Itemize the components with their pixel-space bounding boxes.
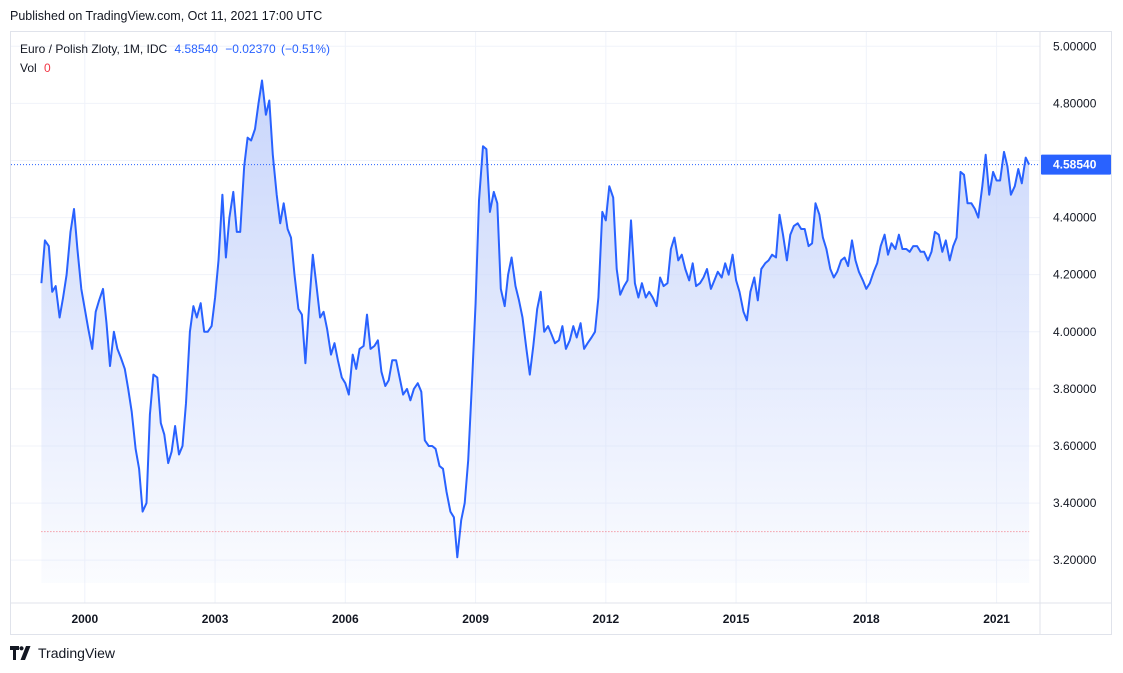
x-tick-label: 2006 (332, 612, 359, 626)
chart-frame (10, 31, 1112, 635)
x-tick-label: 2003 (202, 612, 229, 626)
price-line-layer (40, 79, 1030, 559)
legend-change-pct: (−0.51%) (280, 42, 330, 56)
x-tick-label: 2015 (723, 612, 750, 626)
price-badge (1041, 154, 1111, 175)
y-tick-label: 4.00000 (1053, 325, 1097, 339)
y-axis: 3.20000 3.40000 3.60000 3.80000 4.00000 4.200… (1039, 32, 1097, 634)
tradingview-logo-icon (10, 646, 31, 660)
legend-vol-label[interactable]: Vol (20, 61, 37, 75)
legend-vol-value: 0 (44, 61, 51, 75)
legend-last-price: 4.58540 (174, 42, 218, 56)
y-tick-label: 3.40000 (1053, 496, 1097, 510)
price-badge-label: 4.58540 (1053, 158, 1097, 172)
y-tick-label: 3.80000 (1053, 382, 1097, 396)
reference-lines (11, 164, 1040, 533)
y-tick-label: 5.00000 (1053, 39, 1097, 53)
x-tick-label: 2000 (71, 612, 98, 626)
published-caption: Published on TradingView.com, Oct 11, 20… (10, 9, 323, 23)
x-tick-label: 2021 (983, 612, 1010, 626)
x-axis: 2000 2003 2006 2009 2012 2015 2018 2021 (11, 602, 1111, 626)
tradingview-brand[interactable]: TradingView (10, 645, 115, 661)
x-tick-label: 2009 (462, 612, 489, 626)
y-tick-label: 3.60000 (1053, 439, 1097, 453)
y-tick-label: 4.80000 (1053, 96, 1097, 110)
legend-change: −0.02370 (225, 42, 276, 56)
y-tick-label: 3.20000 (1053, 553, 1097, 567)
y-tick-label: 4.40000 (1053, 211, 1097, 225)
x-tick-label: 2018 (853, 612, 880, 626)
brand-name: TradingView (38, 645, 116, 661)
series-line (40, 79, 1030, 559)
price-badge-layer: 4.58540 (1041, 154, 1111, 175)
x-tick-label: 2012 (592, 612, 619, 626)
legend-symbol[interactable]: Euro / Polish Zloty, 1M, IDC (20, 42, 168, 56)
y-tick-label: 4.20000 (1053, 268, 1097, 282)
legend: Euro / Polish Zloty, 1M, IDC 4.58540 −0.… (20, 40, 330, 78)
